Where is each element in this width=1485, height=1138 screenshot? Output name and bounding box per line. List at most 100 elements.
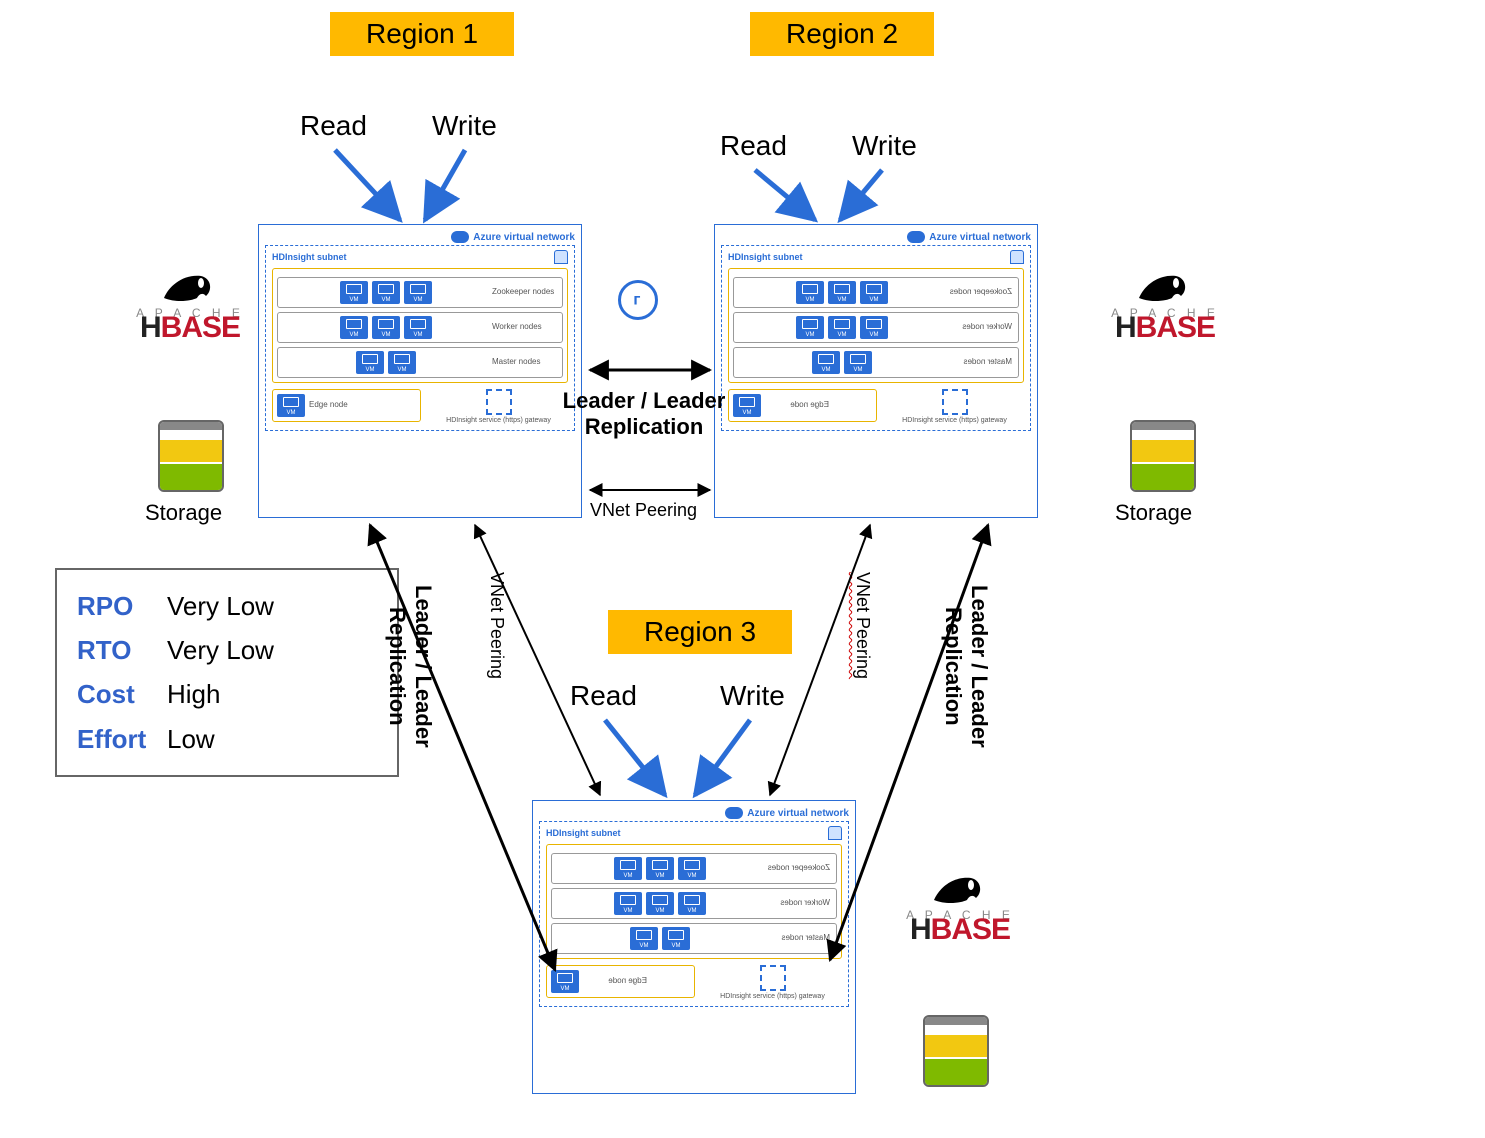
vnet-label: Azure virtual network xyxy=(265,231,575,243)
orca-icon xyxy=(885,870,1035,913)
subnet-label: HDInsight subnet xyxy=(546,826,842,840)
region3-banner: Region 3 xyxy=(608,610,792,654)
hdi-gateway: HDInsight service (https) gateway xyxy=(885,389,1024,424)
vm-icon: VM xyxy=(844,351,872,374)
r2-read-label: Read xyxy=(720,130,787,162)
master-row: VMVM Master nodes xyxy=(277,347,563,378)
metric-row-rpo: RPOVery Low xyxy=(77,584,377,628)
vm-icon: VM xyxy=(340,281,368,304)
r3-write-label: Write xyxy=(720,680,785,712)
vnet-peering-top: VNet Peering xyxy=(590,500,697,521)
cluster-region2: Azure virtual network HDInsight subnet V… xyxy=(714,224,1038,518)
edge-node-box: VM Edge node xyxy=(728,389,877,422)
lock-icon xyxy=(554,250,568,264)
worker-row: VMVMVM Worker nodes xyxy=(277,312,563,343)
hdi-gateway-icon xyxy=(942,389,968,415)
vm-icon: VM xyxy=(733,394,761,417)
worker-row: VMVMVM Worker nodes xyxy=(733,312,1019,343)
metric-row-cost: CostHigh xyxy=(77,672,377,716)
metrics-table: RPOVery Low RTOVery Low CostHigh EffortL… xyxy=(55,568,399,777)
worker-label: Worker nodes xyxy=(948,323,1012,332)
hdi-label: HDInsight service (https) gateway xyxy=(720,993,825,1000)
hdi-label: HDInsight service (https) gateway xyxy=(902,417,1007,424)
r3-read-label: Read xyxy=(570,680,637,712)
subnet-label: HDInsight subnet xyxy=(728,250,1024,264)
metric-row-rto: RTOVery Low xyxy=(77,628,377,672)
leader-leader-left: Leader / LeaderReplication xyxy=(384,585,436,748)
vm-icon: VM xyxy=(828,281,856,304)
lock-icon xyxy=(1010,250,1024,264)
hbase-logo-bottom: A P A C H E HBASE xyxy=(885,870,1035,945)
master-row: VMVM Master nodes xyxy=(551,923,837,954)
region1-banner: Region 1 xyxy=(330,12,514,56)
vm-icon: VM xyxy=(277,394,305,417)
vm-icon: VM xyxy=(630,927,658,950)
r1-read-label: Read xyxy=(300,110,367,142)
storage-label-left: Storage xyxy=(145,500,222,526)
storage-label-right: Storage xyxy=(1115,500,1192,526)
hbase-logo-left: A P A C H E HBASE xyxy=(115,268,265,343)
worker-label: Worker nodes xyxy=(766,899,830,908)
leader-leader-right: Leader / LeaderReplication xyxy=(940,585,992,748)
metric-row-effort: EffortLow xyxy=(77,717,377,761)
vnet-peering-right: VNet Peering xyxy=(852,572,873,679)
master-row: VMVM Master nodes xyxy=(733,347,1019,378)
node-group: VMVMVM Zookeeper nodes VMVMVM Worker nod… xyxy=(728,268,1024,383)
diagram-canvas: Region 1 Region 2 Region 3 Read Write Re… xyxy=(0,0,1485,1138)
vm-icon: VM xyxy=(372,316,400,339)
hdi-label: HDInsight service (https) gateway xyxy=(446,417,551,424)
vm-icon: VM xyxy=(614,857,642,880)
leader-leader-top: Leader / LeaderReplication xyxy=(554,388,734,440)
cluster-region3: Azure virtual network HDInsight subnet V… xyxy=(532,800,856,1094)
vm-icon: VM xyxy=(796,316,824,339)
orca-icon xyxy=(115,268,265,311)
vm-icon: VM xyxy=(678,857,706,880)
hdi-gateway: HDInsight service (https) gateway xyxy=(703,965,842,1000)
vm-icon: VM xyxy=(404,281,432,304)
orca-icon xyxy=(1090,268,1240,311)
node-group: VMVMVM Zookeeper nodes VMVMVM Worker nod… xyxy=(546,844,842,959)
edge-node-box: VM Edge node xyxy=(546,965,695,998)
zookeeper-label: Zookeeper nodes xyxy=(948,288,1012,297)
hbase-logo-right: A P A C H E HBASE xyxy=(1090,268,1240,343)
vm-icon: VM xyxy=(404,316,432,339)
hdi-gateway-icon xyxy=(486,389,512,415)
edge-label: Edge node xyxy=(309,401,373,410)
vnet-label: Azure virtual network xyxy=(539,807,849,819)
worker-label: Worker nodes xyxy=(492,323,556,332)
zookeeper-row: VMVMVM Zookeeper nodes xyxy=(551,853,837,884)
master-label: Master nodes xyxy=(492,358,556,367)
vm-icon: VM xyxy=(796,281,824,304)
vm-icon: VM xyxy=(372,281,400,304)
vm-icon: VM xyxy=(356,351,384,374)
worker-row: VMVMVM Worker nodes xyxy=(551,888,837,919)
master-label: Master nodes xyxy=(948,358,1012,367)
cloud-icon xyxy=(451,231,469,243)
vm-icon: VM xyxy=(614,892,642,915)
zookeeper-label: Zookeeper nodes xyxy=(492,288,556,297)
vm-icon: VM xyxy=(678,892,706,915)
zookeeper-row: VMVMVM Zookeeper nodes xyxy=(733,277,1019,308)
vm-icon: VM xyxy=(388,351,416,374)
vm-icon: VM xyxy=(860,316,888,339)
edge-node-box: VM Edge node xyxy=(272,389,421,422)
cloud-icon xyxy=(907,231,925,243)
subnet-label: HDInsight subnet xyxy=(272,250,568,264)
r2-write-label: Write xyxy=(852,130,917,162)
storage-icon-left xyxy=(158,420,228,500)
hdi-gateway: HDInsight service (https) gateway xyxy=(429,389,568,424)
r1-write-label: Write xyxy=(432,110,497,142)
cluster-region1: Azure virtual network HDInsight subnet V… xyxy=(258,224,582,518)
vnet-label: Azure virtual network xyxy=(721,231,1031,243)
vm-icon: VM xyxy=(812,351,840,374)
vm-icon: VM xyxy=(828,316,856,339)
vm-icon: VM xyxy=(860,281,888,304)
vm-icon: VM xyxy=(646,892,674,915)
vm-icon: VM xyxy=(551,970,579,993)
vm-icon: VM xyxy=(662,927,690,950)
zookeeper-label: Zookeeper nodes xyxy=(766,864,830,873)
edge-label: Edge node xyxy=(583,977,647,986)
vnet-peering-left: VNet Peering xyxy=(486,572,507,679)
zookeeper-row: VMVMVM Zookeeper nodes xyxy=(277,277,563,308)
vm-icon: VM xyxy=(646,857,674,880)
